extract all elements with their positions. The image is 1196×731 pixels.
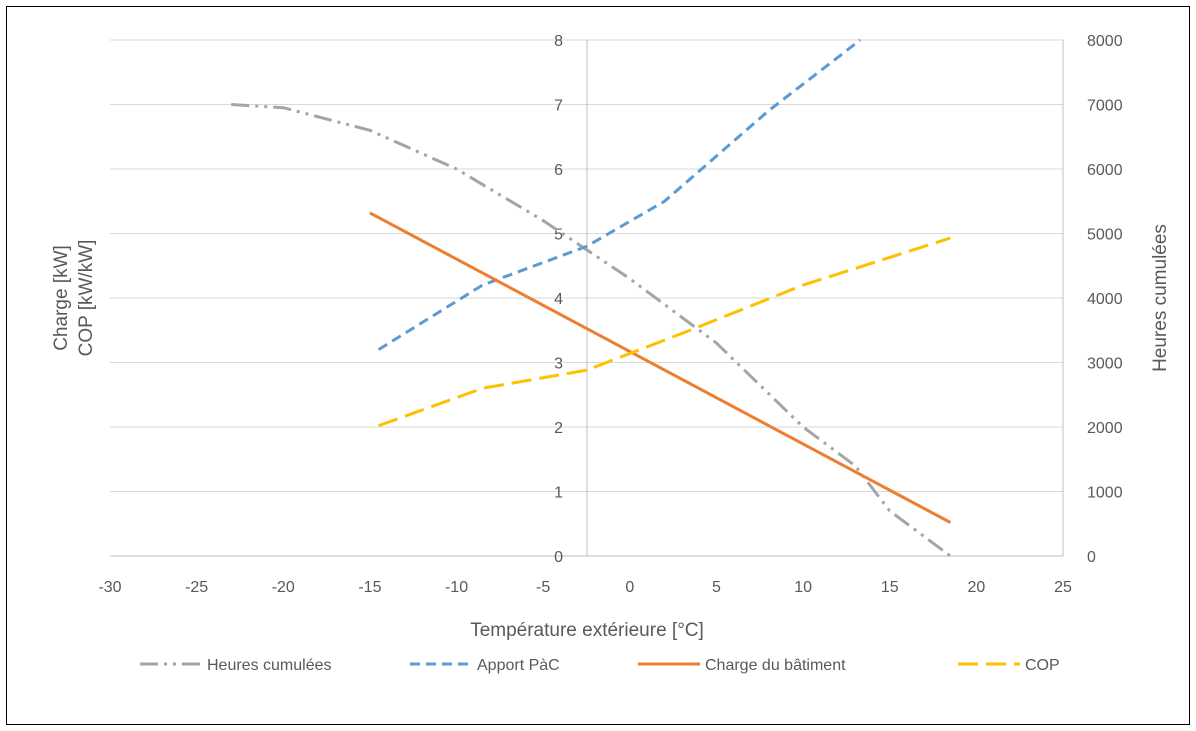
x-tick-10: 20 bbox=[967, 579, 985, 596]
x-tick-4: -10 bbox=[445, 579, 468, 596]
y-left-tick-3: 3 bbox=[554, 356, 563, 373]
y-right-tick-6: 6000 bbox=[1087, 162, 1123, 179]
x-tick-1: -25 bbox=[185, 579, 208, 596]
y-right-tick-1: 1000 bbox=[1087, 485, 1123, 502]
x-tick-11: 25 bbox=[1054, 579, 1072, 596]
y-left-tick-4: 4 bbox=[554, 291, 563, 308]
x-tick-3: -15 bbox=[358, 579, 381, 596]
x-tick-9: 15 bbox=[881, 579, 899, 596]
y-right-tick-5: 5000 bbox=[1087, 227, 1123, 244]
y-left-tick-7: 7 bbox=[554, 98, 563, 115]
x-tick-8: 10 bbox=[794, 579, 812, 596]
y-left-tick-5: 5 bbox=[554, 227, 563, 244]
y-left-tick-8: 8 bbox=[554, 33, 563, 50]
y-right-tick-3: 3000 bbox=[1087, 356, 1123, 373]
legend-label-2: Charge du bâtiment bbox=[705, 657, 846, 674]
x-tick-labels: -30 -25 -20 -15 -10 -5 0 5 10 15 20 25 bbox=[98, 579, 1072, 596]
legend-label-0: Heures cumulées bbox=[207, 657, 332, 674]
axes bbox=[110, 40, 1064, 557]
series-lines bbox=[231, 38, 952, 558]
x-tick-6: 0 bbox=[625, 579, 634, 596]
y-right-tick-labels: 0 1000 2000 3000 4000 5000 6000 7000 8000 bbox=[1087, 33, 1123, 566]
x-axis-title: Température extérieure [°C] bbox=[470, 620, 704, 641]
x-tick-5: -5 bbox=[536, 579, 550, 596]
x-tick-2: -20 bbox=[272, 579, 295, 596]
y-left-tick-labels: 0 1 2 3 4 5 6 7 8 bbox=[554, 33, 563, 566]
y-left-axis-title-2: COP [kW/kW] bbox=[76, 240, 97, 357]
y-right-tick-0: 0 bbox=[1087, 549, 1096, 566]
y-right-tick-4: 4000 bbox=[1087, 291, 1123, 308]
series-line-3 bbox=[378, 236, 951, 428]
legend-label-3: COP bbox=[1025, 657, 1060, 674]
y-left-axis-title-1: Charge [kW] bbox=[51, 245, 72, 351]
x-tick-7: 5 bbox=[712, 579, 721, 596]
y-right-tick-2: 2000 bbox=[1087, 420, 1123, 437]
y-right-axis-title: Heures cumulées bbox=[1150, 224, 1171, 372]
y-left-tick-1: 1 bbox=[554, 485, 563, 502]
legend-label-1: Apport PàC bbox=[477, 657, 560, 674]
series-line-2 bbox=[369, 211, 952, 524]
x-tick-0: -30 bbox=[98, 579, 121, 596]
y-left-tick-0: 0 bbox=[554, 549, 563, 566]
legend: Heures cumulées Apport PàC Charge du bâtim… bbox=[140, 657, 1060, 674]
y-right-tick-7: 7000 bbox=[1087, 98, 1123, 115]
y-left-tick-6: 6 bbox=[554, 162, 563, 179]
y-right-tick-8: 8000 bbox=[1087, 33, 1123, 50]
series-line-1 bbox=[377, 38, 862, 351]
y-left-tick-2: 2 bbox=[554, 420, 563, 437]
